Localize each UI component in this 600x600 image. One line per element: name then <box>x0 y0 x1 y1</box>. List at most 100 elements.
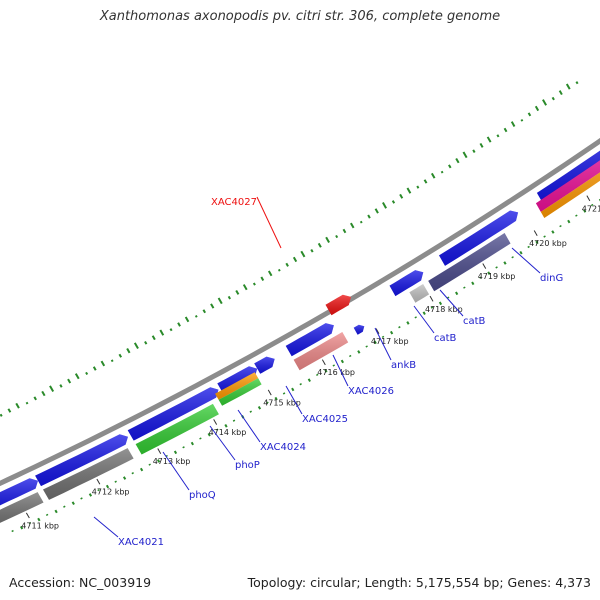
gc-skew-tick <box>496 134 500 138</box>
label-leader-line <box>511 247 541 274</box>
gc-content-tick <box>519 250 523 255</box>
label-leader-line <box>439 289 464 317</box>
light-grey-feature <box>409 284 430 303</box>
gc-skew-tick <box>49 385 55 392</box>
gc-skew-tick <box>534 105 540 112</box>
scale-tick-label: 4713 kbp <box>153 457 191 466</box>
label-leader-line <box>237 409 261 443</box>
gc-content-tick <box>511 256 514 259</box>
gc-content-tick <box>37 517 41 522</box>
gc-skew-tick <box>391 200 396 204</box>
gc-content-tick <box>232 419 236 422</box>
gc-skew-tick <box>325 236 330 243</box>
scale-tick-label: 4719 kbp <box>478 272 516 281</box>
gc-content-tick <box>97 488 100 492</box>
gene-label-ankb[interactable]: ankB <box>391 360 416 371</box>
gc-skew-tick <box>542 99 547 106</box>
gene-label-phoq[interactable]: phoQ <box>189 490 216 501</box>
gc-skew-tick <box>479 142 484 148</box>
gc-content-tick <box>543 235 546 238</box>
gene-label-xac4025[interactable]: XAC4025 <box>302 414 348 425</box>
scale-tick-label: 4715 kbp <box>263 399 301 408</box>
gc-skew-tick <box>565 83 571 90</box>
gc-skew-tick <box>558 90 563 96</box>
gc-skew-tick <box>374 208 379 214</box>
gc-content-tick <box>332 364 336 367</box>
gc-skew-tick <box>184 316 190 323</box>
gc-skew-tick <box>242 284 248 291</box>
gc-skew-tick <box>177 322 181 327</box>
gene-label-xac4026[interactable]: XAC4026 <box>348 386 394 397</box>
gc-content-tick <box>479 276 482 279</box>
map-title: Xanthomonas axonopodis pv. citri str. 30… <box>99 9 501 24</box>
gene-label-catb[interactable]: catB <box>463 316 486 327</box>
gc-skew-tick <box>520 118 524 122</box>
gene-label-catb[interactable]: catB <box>434 333 457 344</box>
scale-tick-mark <box>375 328 380 335</box>
gc-skew-tick <box>194 315 198 318</box>
gc-content-tick <box>216 428 219 431</box>
gc-content-tick <box>503 261 507 265</box>
gc-content-tick <box>105 484 110 489</box>
gc-skew-tick <box>252 282 256 286</box>
label-leader-line <box>285 385 303 415</box>
gc-skew-tick <box>85 371 89 376</box>
gc-skew-tick <box>159 329 165 336</box>
gc-skew-tick <box>510 121 516 127</box>
gc-content-tick <box>430 306 434 309</box>
small-gene-arrow <box>353 324 365 335</box>
scale-tick-mark <box>267 389 272 396</box>
gc-content-tick <box>266 401 269 404</box>
gc-skew-tick <box>462 151 468 159</box>
grey-feature <box>0 492 44 523</box>
gc-skew-tick <box>423 179 428 184</box>
gc-content-tick <box>365 345 368 348</box>
gc-content-tick <box>71 501 75 506</box>
gc-content-tick <box>463 286 466 289</box>
scale-tick-label: 4718 kbp <box>425 305 463 314</box>
gc-content-tick <box>190 441 194 446</box>
label-leader-line <box>374 327 392 361</box>
label-leader-lines <box>93 196 541 538</box>
gc-skew-tick <box>169 328 173 332</box>
gc-skew-tick <box>227 295 231 300</box>
scale-tick-mark <box>213 419 218 425</box>
gc-content-tick <box>139 467 144 472</box>
scale-tick-mark <box>482 263 487 269</box>
gc-skew-tick <box>486 136 492 143</box>
gc-skew-tick <box>74 373 80 380</box>
gc-content-tick <box>224 424 228 428</box>
gc-skew-tick <box>0 413 3 417</box>
gc-content-tick <box>527 245 530 249</box>
gene-label-xac4021[interactable]: XAC4021 <box>118 537 164 548</box>
gc-content-tick <box>406 321 410 325</box>
gc-content-tick <box>45 513 49 517</box>
gc-skew-tick <box>399 193 404 199</box>
gc-content-tick <box>282 392 286 395</box>
gc-skew-tick <box>133 342 139 349</box>
gc-content-tick <box>131 472 134 475</box>
gc-content-tick <box>122 476 127 480</box>
gc-content-tick <box>54 509 58 514</box>
gc-skew-tick <box>350 222 355 229</box>
gene-label-xac4027[interactable]: XAC4027 <box>211 197 257 208</box>
label-leader-line <box>413 305 435 334</box>
gene-label-phop[interactable]: phoP <box>235 460 260 471</box>
gc-skew-tick <box>202 309 207 314</box>
gc-skew-tick <box>92 366 97 371</box>
gene-label-ding[interactable]: dinG <box>540 273 563 284</box>
gc-content-tick <box>487 271 491 275</box>
gc-content-tick <box>148 463 151 466</box>
feature-track <box>0 150 600 523</box>
gc-skew-tick <box>210 303 215 309</box>
gc-content-tick <box>575 214 578 217</box>
gene-label-xac4024[interactable]: XAC4024 <box>260 442 306 453</box>
scale-tick-label: 4711 kbp <box>21 521 59 530</box>
forward-gene-arrow <box>35 434 128 487</box>
gc-content-tick <box>28 521 32 525</box>
gc-content-tick <box>348 354 352 358</box>
gc-skew-tick <box>118 353 123 358</box>
label-leader-line <box>209 425 236 461</box>
